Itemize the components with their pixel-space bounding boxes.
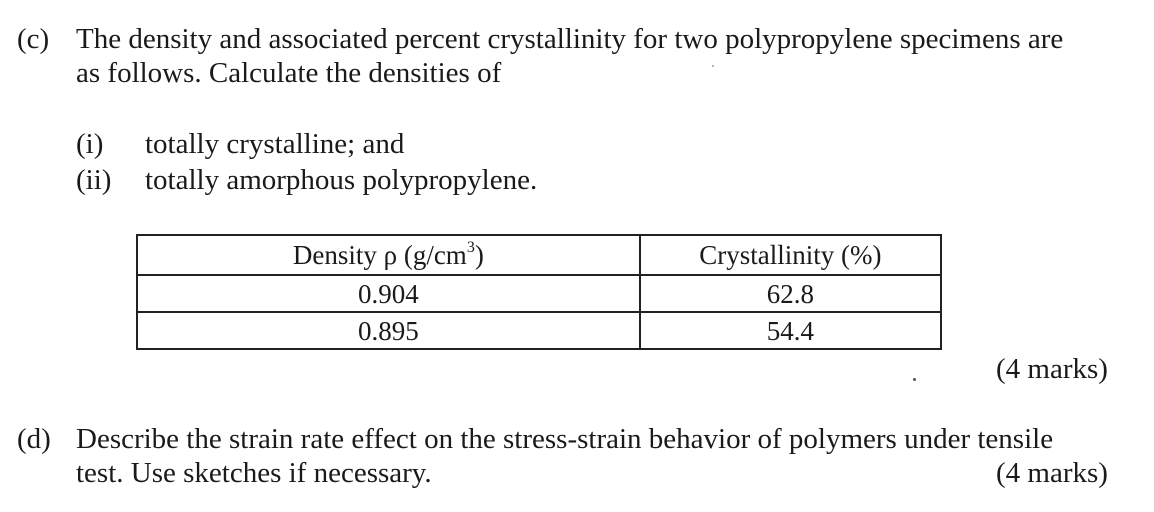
item-i-text: totally crystalline; and [145, 128, 405, 160]
question-d-marks: (4 marks) [996, 457, 1108, 489]
stray-mark [913, 378, 916, 381]
density-cell: 0.895 [136, 311, 641, 350]
question-d-label: (d) [17, 423, 51, 455]
table-row: 0.895 54.4 [136, 311, 943, 350]
question-c-line-1: The density and associated percent cryst… [76, 23, 1064, 55]
item-ii-label: (ii) [76, 164, 112, 196]
crystallinity-cell: 54.4 [638, 311, 943, 350]
crystallinity-cell: 62.8 [638, 274, 943, 313]
question-c-label: (c) [17, 23, 50, 55]
question-d-line-2: test. Use sketches if necessary. [76, 457, 432, 489]
question-c-line-2: as follows. Calculate the densities of [76, 57, 502, 89]
density-header-text: Density ρ (g/cm [292, 240, 467, 270]
question-c-marks: (4 marks) [996, 353, 1108, 385]
table-row: 0.904 62.8 [136, 274, 943, 313]
stray-mark [712, 65, 714, 67]
density-column-header: Density ρ (g/cm3) [136, 234, 641, 276]
density-crystallinity-table: Density ρ (g/cm3) Crystallinity (%) 0.90… [136, 234, 943, 350]
density-cell: 0.904 [136, 274, 641, 313]
item-i-label: (i) [76, 128, 104, 160]
table-header-row: Density ρ (g/cm3) Crystallinity (%) [136, 234, 943, 276]
density-header-close: ) [474, 240, 484, 270]
item-ii-text: totally amorphous polypropylene. [145, 164, 538, 196]
crystallinity-column-header: Crystallinity (%) [638, 234, 943, 276]
question-d-line-1: Describe the strain rate effect on the s… [76, 423, 1054, 455]
density-header-superscript: 3 [466, 239, 475, 256]
